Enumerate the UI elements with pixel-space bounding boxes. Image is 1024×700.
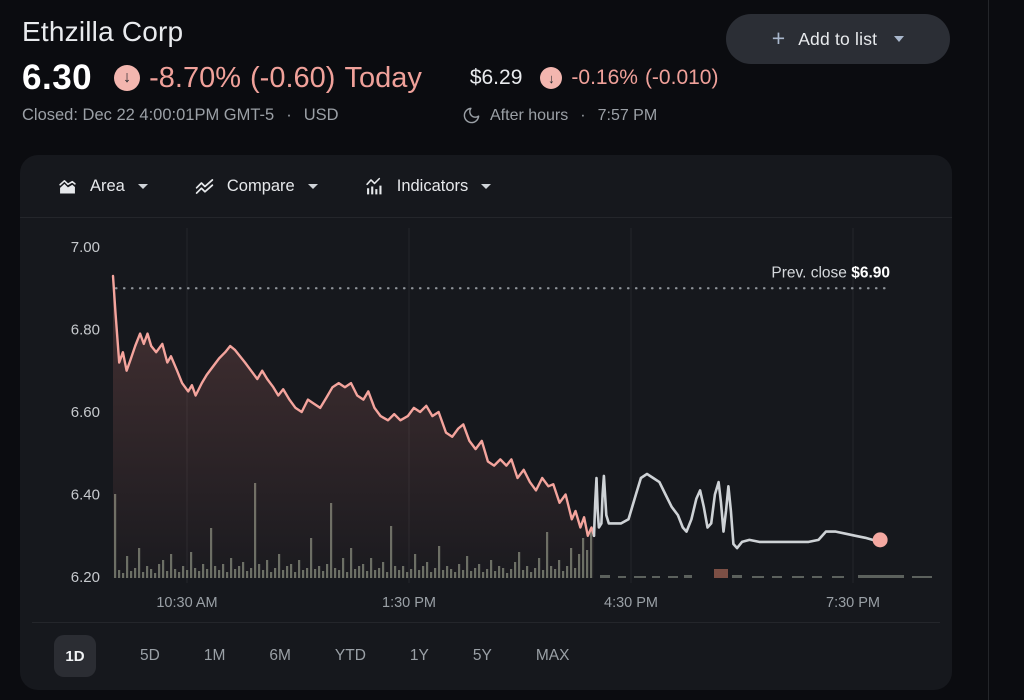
compare-dropdown[interactable]: Compare: [194, 176, 318, 197]
column-divider: [988, 0, 989, 700]
after-hours-time: 7:57 PM: [597, 106, 658, 124]
tab-6m[interactable]: 6M: [269, 647, 291, 664]
separator-dot: ·: [580, 106, 586, 124]
tab-max[interactable]: MAX: [535, 647, 570, 664]
moon-icon: [462, 106, 481, 125]
compare-label: Compare: [226, 176, 295, 195]
time-range-tabs: 1D 5D 1M 6M YTD 1Y 5Y MAX: [54, 633, 569, 679]
svg-text:7.00: 7.00: [71, 239, 100, 256]
after-hours-change: -0.16% (-0.010): [571, 66, 718, 90]
chevron-down-icon: [481, 183, 492, 189]
chart-panel: Area Compare Indicators Prev. close $6.9…: [20, 155, 952, 690]
add-to-list-button[interactable]: + Add to list: [726, 14, 950, 64]
svg-text:4:30 PM: 4:30 PM: [604, 595, 658, 611]
prev-close-label: Prev. close $6.90: [771, 264, 890, 281]
price-change: -8.70% (-0.60) Today: [149, 62, 422, 95]
tab-1m[interactable]: 1M: [203, 647, 226, 664]
svg-text:7:30 PM: 7:30 PM: [826, 595, 880, 611]
price-row: 6.30 ↓ -8.70% (-0.60) Today $6.29 ↓ -0.1…: [22, 58, 718, 98]
svg-text:1:30 PM: 1:30 PM: [382, 595, 436, 611]
svg-text:10:30 AM: 10:30 AM: [156, 595, 217, 611]
after-hours-change-amount: (-0.010): [644, 66, 719, 89]
change-percent: -8.70%: [149, 61, 242, 94]
chevron-down-icon: [307, 183, 318, 189]
tab-5y[interactable]: 5Y: [472, 647, 492, 664]
compare-lines-icon: [195, 178, 214, 194]
divider: [32, 622, 940, 623]
current-price: 6.30: [22, 58, 93, 97]
chart-type-dropdown[interactable]: Area: [57, 176, 148, 197]
closed-info: Closed: Dec 22 4:00:01PM GMT-5: [22, 106, 275, 124]
separator-dot: ·: [286, 106, 292, 124]
indicators-label: Indicators: [396, 176, 469, 195]
currency-label: USD: [303, 106, 339, 124]
add-to-list-label: Add to list: [798, 28, 878, 49]
after-hours-change-percent: -0.16%: [571, 66, 638, 89]
after-hours-down-arrow-badge-icon: ↓: [540, 67, 563, 89]
tab-1d[interactable]: 1D: [54, 635, 96, 677]
svg-text:6.80: 6.80: [71, 322, 100, 339]
plus-icon: +: [771, 24, 786, 51]
svg-text:6.20: 6.20: [71, 569, 100, 586]
indicators-chart-icon: [366, 177, 382, 194]
page-title: Ethzilla Corp: [22, 16, 184, 47]
chevron-down-icon: [894, 36, 905, 42]
indicators-dropdown[interactable]: Indicators: [364, 176, 492, 197]
tab-5d[interactable]: 5D: [140, 647, 160, 664]
svg-text:6.40: 6.40: [71, 487, 100, 504]
after-hours-price: $6.29: [469, 66, 523, 89]
after-hours-status: After hours · 7:57 PM: [462, 106, 657, 125]
change-amount: (-0.60): [250, 61, 336, 94]
chart-toolbar: Area Compare Indicators: [20, 155, 952, 218]
area-chart-icon: [59, 179, 76, 193]
tab-1y[interactable]: 1Y: [409, 647, 429, 664]
chart-type-label: Area: [90, 176, 125, 195]
change-period: Today: [344, 61, 422, 94]
price-chart[interactable]: Prev. close $6.90 7.00 6.80 6.60 6.40 6.20 10:…: [20, 218, 952, 622]
chevron-down-icon: [137, 183, 148, 189]
down-arrow-badge-icon: ↓: [114, 65, 141, 91]
market-status: Closed: Dec 22 4:00:01PM GMT-5 · USD: [22, 106, 339, 125]
tab-ytd[interactable]: YTD: [334, 647, 366, 664]
after-hours-label: After hours: [490, 106, 569, 124]
svg-text:6.60: 6.60: [71, 404, 100, 421]
